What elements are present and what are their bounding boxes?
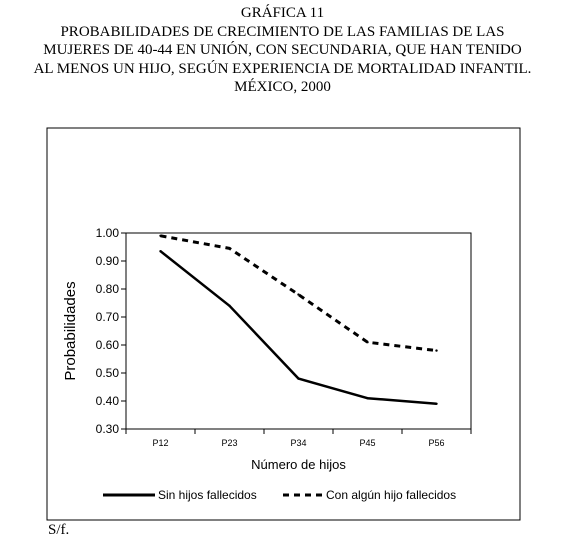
series-line-1 bbox=[160, 234, 437, 353]
y-tick-label-0: 0.30 bbox=[96, 422, 120, 436]
chart-title-line-4: MÉXICO, 2000 bbox=[234, 79, 331, 95]
chart-title-block: GRÁFICA 11 PROBABILIDADES DE CRECIMIENTO… bbox=[0, 4, 565, 97]
data-point-s0-3 bbox=[366, 397, 369, 400]
chart-title-line-3: AL MENOS UN HIJO, SEGÚN EXPERIENCIA DE M… bbox=[33, 60, 532, 77]
y-tick-label-4: 0.70 bbox=[96, 310, 120, 324]
y-tick-label-6: 0.90 bbox=[96, 254, 120, 268]
chart-title-line-1: PROBABILIDADES DE CRECIMIENTO DE LAS FAM… bbox=[60, 23, 505, 40]
data-point-s1-2 bbox=[297, 293, 300, 296]
x-tick-label-p34: P34 bbox=[290, 438, 306, 448]
legend-label-0: Sin hijos fallecidos bbox=[158, 488, 257, 502]
data-point-s0-0 bbox=[159, 250, 162, 253]
y-axis-title: Probabilidades bbox=[62, 281, 79, 380]
x-tick-label-p23: P23 bbox=[221, 438, 237, 448]
y-tick-label-5: 0.80 bbox=[96, 282, 120, 296]
x-tick-label-p12: P12 bbox=[152, 438, 168, 448]
chart-title-line-2: MUJERES DE 40-44 EN UNIÓN, CON SECUNDARI… bbox=[43, 42, 522, 58]
source-note: S/f. bbox=[48, 522, 70, 538]
data-point-s1-3 bbox=[366, 341, 369, 344]
chart-label: GRÁFICA 11 bbox=[240, 5, 325, 21]
data-point-s0-1 bbox=[228, 304, 231, 307]
data-point-s0-4 bbox=[435, 402, 438, 405]
plot-area-border bbox=[125, 232, 472, 430]
data-point-s1-4 bbox=[435, 349, 438, 352]
x-tick-label-p56: P56 bbox=[428, 438, 444, 448]
data-point-s1-0 bbox=[159, 234, 162, 237]
x-axis-title: Número de hijos bbox=[251, 457, 346, 472]
x-tick-label-p45: P45 bbox=[359, 438, 375, 448]
legend-label-1: Con algún hijo fallecidos bbox=[326, 488, 456, 502]
data-point-s1-1 bbox=[228, 247, 231, 250]
data-point-s0-2 bbox=[297, 377, 300, 380]
y-tick-label-7: 1.00 bbox=[96, 226, 120, 240]
y-tick-label-2: 0.50 bbox=[96, 366, 120, 380]
y-tick-label-3: 0.60 bbox=[96, 338, 120, 352]
plot-area: 0.30 0.40 0.50 0.60 0.70 0.80 0.90 1.00 P12 P23 P3… bbox=[62, 226, 472, 472]
legend: Sin hijos fallecidos Con algún hijo falle… bbox=[103, 488, 456, 502]
y-tick-label-1: 0.40 bbox=[96, 394, 120, 408]
